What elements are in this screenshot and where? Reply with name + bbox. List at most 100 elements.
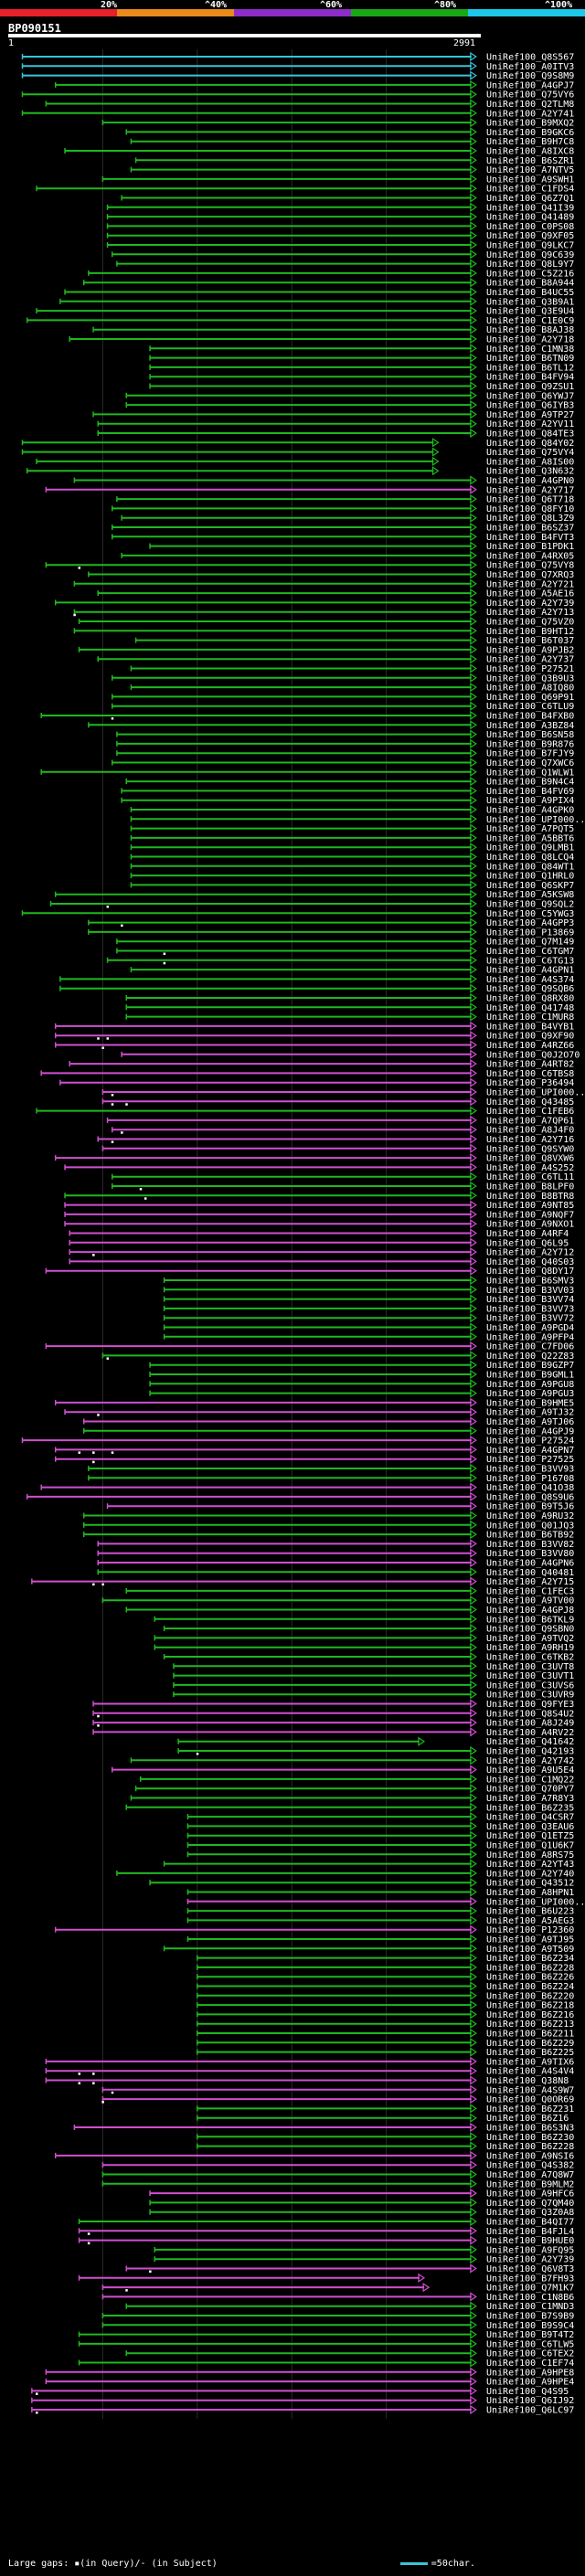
- hit-row[interactable]: UniRef100_Q0OR69: [101, 2094, 574, 2105]
- hit-row[interactable]: UniRef100_Q84WT1: [130, 861, 574, 872]
- hit-row[interactable]: UniRef100_C6TLU9: [111, 701, 575, 712]
- hit-row[interactable]: UniRef100_A7QP61: [106, 1115, 575, 1126]
- hit-row[interactable]: UniRef100_B4VYB1: [54, 1021, 575, 1032]
- hit-row[interactable]: UniRef100_B6Z229: [197, 2038, 575, 2049]
- hit-row[interactable]: UniRef100_A5AEG3: [186, 1915, 574, 1926]
- hit-label[interactable]: UniRef100_A4S9W7: [486, 2085, 574, 2095]
- hit-row[interactable]: UniRef100_A9TVQ2: [154, 1633, 574, 1644]
- hit-label[interactable]: UniRef100_A9NSI6: [486, 2151, 574, 2161]
- hit-label[interactable]: UniRef100_Q69P91: [486, 693, 574, 703]
- hit-row[interactable]: UniRef100_Q4S382: [101, 2160, 574, 2171]
- hit-row[interactable]: UniRef100_Q9XF05: [106, 230, 575, 241]
- hit-label[interactable]: UniRef100_A4RZ66: [486, 1041, 574, 1051]
- hit-row[interactable]: UniRef100_Q8DY17: [45, 1266, 574, 1277]
- hit-label[interactable]: UniRef100_Q1ETZ5: [486, 1831, 574, 1841]
- hit-row[interactable]: UniRef100_Q9LMB1: [130, 843, 574, 853]
- hit-row[interactable]: UniRef100_Q1ETZ5: [186, 1830, 574, 1841]
- hit-row[interactable]: UniRef100_Q8L9Y7: [116, 259, 574, 270]
- hit-row[interactable]: UniRef100_P27524: [21, 1435, 575, 1447]
- hit-row[interactable]: UniRef100_B6S3N3: [73, 2122, 574, 2134]
- hit-row[interactable]: UniRef100_B6Z211: [197, 2028, 575, 2040]
- hit-row[interactable]: UniRef100_A9PFP4: [163, 1331, 575, 1342]
- hit-row[interactable]: UniRef100_A2Y740: [116, 1868, 574, 1879]
- hit-row[interactable]: UniRef100_A7NTV5: [130, 164, 574, 175]
- hit-label[interactable]: UniRef100_B6TL12: [486, 363, 574, 373]
- hit-row[interactable]: UniRef100_B7S9B9: [101, 2310, 574, 2322]
- hit-label[interactable]: UniRef100_A5AEG3: [486, 1916, 574, 1926]
- hit-row[interactable]: UniRef100_B6Z231: [197, 2104, 575, 2115]
- hit-label[interactable]: UniRef100_Q41I39: [486, 203, 574, 213]
- hit-label[interactable]: UniRef100_B4FVT3: [486, 533, 574, 543]
- hit-label[interactable]: UniRef100_A2Y741: [486, 109, 574, 119]
- hit-label[interactable]: UniRef100_C1MND3: [486, 2302, 574, 2312]
- hit-row[interactable]: UniRef100_Q3EAU6: [186, 1821, 574, 1832]
- hit-label[interactable]: UniRef100_B9S9C4: [486, 2321, 574, 2331]
- hit-label[interactable]: UniRef100_A4GPP3: [486, 918, 574, 928]
- hit-row[interactable]: UniRef100_C1EF74: [78, 2358, 575, 2369]
- hit-label[interactable]: UniRef100_B1PDK1: [486, 542, 574, 552]
- hit-row[interactable]: UniRef100_Q01JQ3: [82, 1520, 575, 1531]
- hit-row[interactable]: UniRef100_B6TB92: [82, 1529, 575, 1541]
- hit-row[interactable]: UniRef100_Q8S9U6: [26, 1491, 575, 1502]
- hit-row[interactable]: UniRef100_A3BZ84: [88, 720, 574, 731]
- hit-label[interactable]: UniRef100_Q6SKP7: [486, 881, 574, 891]
- hit-row[interactable]: UniRef100_C6TLW5: [78, 2338, 575, 2349]
- hit-label[interactable]: UniRef100_B6Z230: [486, 2133, 574, 2143]
- hit-row[interactable]: UniRef100_B9HME5: [54, 1397, 575, 1408]
- hit-row[interactable]: UniRef100_B9N4C4: [125, 776, 574, 788]
- hit-label[interactable]: UniRef100_A4GPN7: [486, 1446, 574, 1456]
- hit-row[interactable]: UniRef100_A9T509: [163, 1944, 575, 1955]
- hit-row[interactable]: UniRef100_B8A944: [82, 278, 575, 289]
- hit-row[interactable]: UniRef100_B6SZR1: [134, 155, 575, 166]
- hit-row[interactable]: UniRef100_A2Y718: [69, 334, 574, 345]
- hit-row[interactable]: UniRef100_A4GPJ8: [125, 1605, 574, 1616]
- hit-row[interactable]: UniRef100_Q7XWC6: [111, 758, 575, 769]
- hit-label[interactable]: UniRef100_C1MUR8: [486, 1012, 574, 1023]
- hit-label[interactable]: UniRef100_Q0OR69: [486, 2095, 574, 2105]
- hit-label[interactable]: UniRef100_A4GPJ9: [486, 1426, 574, 1436]
- hit-label[interactable]: UniRef100_B8BTR8: [486, 1192, 574, 1202]
- hit-row[interactable]: UniRef100_Q41489: [106, 211, 575, 223]
- hit-row[interactable]: UniRef100_A8J4F0: [111, 1125, 575, 1136]
- hit-row[interactable]: UniRef100_Q3B9A1: [59, 296, 574, 307]
- hit-label[interactable]: UniRef100_B9HUE0: [486, 2236, 574, 2246]
- hit-label[interactable]: UniRef100_B6TN09: [486, 354, 574, 364]
- hit-label[interactable]: UniRef100_C3UVT8: [486, 1662, 574, 1672]
- hit-row[interactable]: UniRef100_B6TN09: [149, 353, 574, 364]
- hit-label[interactable]: UniRef100_A4RF4: [486, 1229, 569, 1239]
- hit-row[interactable]: UniRef100_A4GPN6: [97, 1557, 574, 1569]
- hit-row[interactable]: UniRef100_Q1HRL0: [130, 870, 574, 882]
- hit-label[interactable]: UniRef100_Q7M149: [486, 938, 574, 948]
- hit-row[interactable]: UniRef100_Q6IYB3: [125, 399, 574, 411]
- hit-label[interactable]: UniRef100_B3VV82: [486, 1540, 574, 1550]
- hit-row[interactable]: UniRef100_A7PQT5: [130, 823, 574, 834]
- hit-row[interactable]: UniRef100_B3VV82: [97, 1539, 574, 1550]
- hit-label[interactable]: UniRef100_B6Z226: [486, 1973, 574, 1983]
- hit-label[interactable]: UniRef100_A2Y721: [486, 579, 574, 589]
- hit-label[interactable]: UniRef100_Q84TE3: [486, 429, 574, 440]
- hit-row[interactable]: UniRef100_B9HT12: [73, 626, 574, 637]
- hit-label[interactable]: UniRef100_A4S252: [486, 1163, 574, 1173]
- hit-row[interactable]: UniRef100_B6Z224: [197, 1981, 575, 1992]
- hit-label[interactable]: UniRef100_C1E0C9: [486, 316, 574, 326]
- hit-row[interactable]: UniRef100_B6Z16: [197, 2113, 569, 2124]
- hit-label[interactable]: UniRef100_A2Y718: [486, 335, 574, 345]
- hit-row[interactable]: UniRef100_A2Y715: [31, 1576, 574, 1587]
- hit-row[interactable]: UniRef100_A8RS75: [186, 1850, 574, 1860]
- hit-row[interactable]: UniRef100_A9TP27: [92, 409, 574, 420]
- hit-row[interactable]: UniRef100_P27521: [130, 663, 574, 674]
- hit-label[interactable]: UniRef100_Q42193: [486, 1747, 574, 1757]
- hit-label[interactable]: UniRef100_B3VV03: [486, 1286, 574, 1296]
- hit-label[interactable]: UniRef100_B6Z234: [486, 1954, 574, 1964]
- hit-label[interactable]: UniRef100_A9PGU8: [486, 1380, 574, 1390]
- hit-row[interactable]: UniRef100_Q22Z83: [101, 1351, 574, 1362]
- hit-label[interactable]: UniRef100_A2Y742: [486, 1756, 574, 1766]
- hit-label[interactable]: UniRef100_Q7QM40: [486, 2199, 574, 2209]
- hit-label[interactable]: UniRef100_Q40481: [486, 1568, 574, 1578]
- hit-label[interactable]: UniRef100_Q6T718: [486, 495, 574, 505]
- hit-label[interactable]: UniRef100_A4RV22: [486, 1728, 574, 1738]
- hit-label[interactable]: UniRef100_B6Z225: [486, 2048, 574, 2058]
- hit-label[interactable]: UniRef100_Q7XRQ3: [486, 570, 574, 580]
- hit-label[interactable]: UniRef100_Q8LCQ4: [486, 853, 574, 863]
- hit-row[interactable]: UniRef100_C6TEX2: [125, 2348, 574, 2359]
